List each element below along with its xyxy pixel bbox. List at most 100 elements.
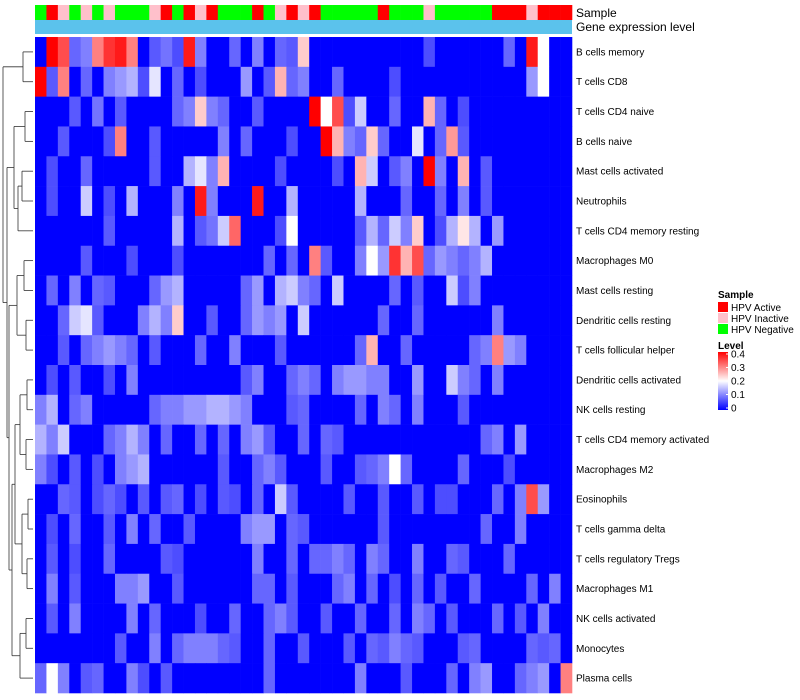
heatmap-cell (149, 37, 161, 68)
heatmap-cell (434, 66, 447, 97)
heatmap-cell (412, 96, 424, 127)
heatmap-cell (80, 633, 93, 664)
heatmap-cell (537, 484, 550, 515)
heatmap-cell (469, 573, 481, 604)
heatmap-cell (92, 245, 104, 276)
heatmap-cell (172, 394, 184, 425)
heatmap-cell (354, 573, 367, 604)
heatmap-cell (103, 424, 116, 455)
heatmap-cell (457, 186, 470, 217)
heatmap-cell (114, 633, 127, 664)
heatmap-cell (492, 454, 504, 485)
heatmap-cell (126, 424, 139, 455)
heatmap-cell (366, 603, 379, 634)
heatmap-cell (412, 365, 424, 396)
heatmap-cell (332, 514, 344, 545)
heatmap-cell (366, 514, 379, 545)
heatmap-cell (446, 543, 459, 575)
heatmap-cell (137, 186, 150, 217)
heatmap-cell (149, 663, 161, 694)
heatmap-cell (503, 215, 516, 247)
heatmap-cell (103, 543, 116, 575)
heatmap-cell (537, 96, 550, 127)
heatmap-cell (274, 156, 287, 187)
heatmap-cell (480, 126, 493, 157)
heatmap-cell (206, 543, 219, 575)
heatmap-cell (194, 514, 207, 545)
heatmap-cell (297, 66, 310, 97)
heatmap-cell (80, 156, 93, 187)
heatmap-cell (297, 424, 310, 455)
heatmap-cell (240, 305, 253, 336)
heatmap-cell (183, 305, 196, 336)
heatmap-cell (377, 37, 390, 68)
heatmap-cell (137, 335, 150, 366)
heatmap-cell (103, 215, 116, 247)
heatmap-cell (400, 484, 413, 515)
heatmap-cell (46, 424, 59, 455)
heatmap-cell (206, 215, 219, 247)
heatmap-cell (80, 514, 93, 545)
heatmap-cell (69, 96, 82, 127)
level-tick-label: 0.3 (731, 363, 745, 374)
heatmap-cell (274, 305, 287, 336)
heatmap-cell (549, 543, 561, 575)
heatmap-cell (480, 156, 493, 187)
heatmap-cell (389, 335, 401, 366)
heatmap-cell (343, 514, 356, 545)
heatmap-cell (503, 484, 516, 515)
heatmap-cell (526, 633, 539, 664)
heatmap-cell (274, 663, 287, 694)
heatmap-cell (286, 96, 299, 127)
heatmap-cell (560, 573, 573, 604)
heatmap-cell (46, 215, 59, 247)
heatmap-cell (457, 275, 470, 306)
heatmap-cell (172, 305, 184, 336)
heatmap-cell (114, 543, 127, 575)
heatmap-cell (526, 454, 539, 485)
heatmap-cell (229, 96, 241, 127)
heatmap-cell (217, 66, 230, 97)
heatmap-cell (206, 633, 219, 664)
heatmap-cell (480, 215, 493, 247)
heatmap-cell (366, 335, 379, 366)
heatmap-cell (206, 663, 219, 694)
heatmap-cell (526, 365, 539, 396)
heatmap-cell (160, 275, 173, 306)
heatmap-cell (46, 96, 59, 127)
heatmap-cell (400, 186, 413, 217)
heatmap-cell (194, 454, 207, 485)
heatmap-cell (92, 275, 104, 306)
heatmap-cell (274, 66, 287, 97)
heatmap-cell (446, 66, 459, 97)
heatmap-cell (492, 96, 504, 127)
heatmap-cell (286, 156, 299, 187)
heatmap-cell (160, 663, 173, 694)
heatmap-cell (332, 484, 344, 515)
heatmap-cell (46, 335, 59, 366)
heatmap-cell (137, 245, 150, 276)
heatmap-cell (126, 275, 139, 306)
heatmap-cell (57, 126, 70, 157)
heatmap-cell (332, 66, 344, 97)
heatmap-cell (297, 543, 310, 575)
heatmap-cell (457, 305, 470, 336)
heatmap-cell (217, 37, 230, 68)
heatmap-cell (366, 186, 379, 217)
heatmap-cell (400, 424, 413, 455)
heatmap-cell (126, 394, 139, 425)
heatmap-cell (457, 37, 470, 68)
heatmap-cell (240, 633, 253, 664)
heatmap-cell (492, 543, 504, 575)
heatmap-cell (377, 96, 390, 127)
heatmap-cell (560, 365, 573, 396)
heatmap-cell (137, 394, 150, 425)
heatmap-cell (309, 37, 321, 68)
sample-annotation-cell (57, 5, 70, 20)
heatmap-cell (423, 66, 436, 97)
heatmap-cell (366, 37, 379, 68)
heatmap-cell (423, 633, 436, 664)
heatmap-cell (92, 215, 104, 247)
heatmap-cell (46, 603, 59, 634)
heatmap-cell (377, 126, 390, 157)
